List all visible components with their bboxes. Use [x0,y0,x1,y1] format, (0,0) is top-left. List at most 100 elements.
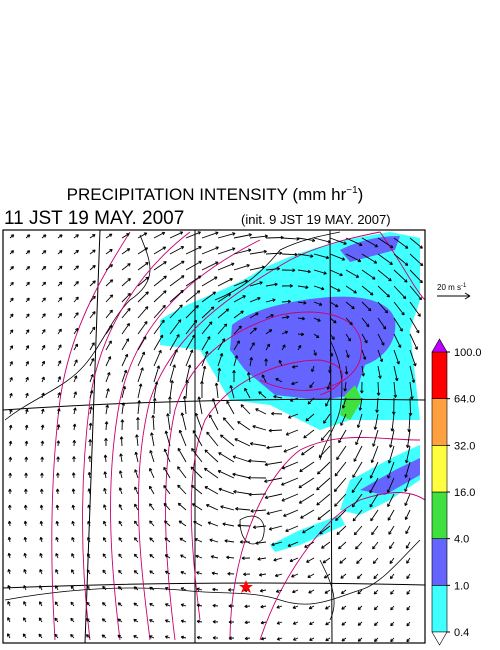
wind-arrow [121,369,128,383]
wind-arrow [329,269,343,277]
wind-arrow [152,397,157,415]
wind-arrow [244,387,251,399]
wind-scale-label: 20 m s-1 [437,283,467,292]
wind-arrow [201,365,207,383]
wind-arrow [328,365,332,374]
wind-arrow [265,314,274,319]
wind-arrow [311,365,315,373]
wind-arrow [244,636,251,641]
wind-arrow [55,536,59,543]
wind-arrow [185,231,202,239]
wind-arrow [163,466,171,479]
wind-arrow [25,392,29,399]
wind-arrow [153,261,167,271]
wind-arrow [352,461,363,478]
wind-arrow [326,381,331,390]
wind-arrow [134,520,139,527]
wind-arrow [220,434,235,447]
isobar [138,231,381,641]
wind-arrow [249,312,259,319]
wind-arrow [206,431,219,447]
wind-arrow [409,381,414,400]
wind-arrow [233,248,252,255]
wind-arrow [137,351,146,367]
wind-arrow [201,291,216,303]
wind-arrow [89,264,96,271]
wind-arrow [149,553,155,559]
wind-arrow [86,617,91,623]
wind-arrow [149,603,155,607]
wind-arrow [264,358,268,367]
wind-arrow [185,290,201,303]
wind-arrow [39,601,43,607]
wind-arrow [393,269,408,283]
wind-arrow [134,469,139,479]
wind-arrow [23,520,28,527]
wind-arrow [40,408,45,415]
wind-arrow [306,557,315,563]
wind-arrow [7,633,11,639]
colorbar-over [431,338,448,353]
wind-arrow [409,317,420,334]
wind-arrow [340,589,347,595]
wind-arrow [24,440,29,447]
wind-arrow [8,488,12,495]
wind-arrow [233,233,252,239]
wind-arrow [87,537,91,543]
wind-arrow [73,281,79,287]
wind-arrow [9,313,14,319]
wind-arrow [8,424,13,431]
wind-arrow [249,342,255,351]
wind-arrow [297,269,311,274]
wind-arrow [89,280,96,287]
wind-arrow [164,635,171,639]
wind-arrow [321,541,331,549]
wind-arrow [41,234,47,239]
wind-arrow [105,264,114,271]
wind-arrow [291,381,299,386]
wind-arrow [102,537,107,543]
wind-arrow [201,321,213,335]
wind-arrow [41,392,45,399]
wind-arrow [233,325,242,335]
wind-arrow [266,509,283,515]
wind-arrow [71,504,76,511]
wind-arrow [356,573,363,580]
wind-arrow [117,634,123,639]
colorbar-segment [431,491,448,539]
wind-arrow [201,261,219,271]
wind-arrow [297,301,307,305]
wind-arrow [361,333,368,344]
wind-arrow [316,461,331,475]
wind-arrow [222,522,235,527]
wind-arrow [25,345,30,351]
wind-arrow [8,440,13,447]
wind-arrow [200,380,204,399]
wind-arrow [228,588,235,592]
wind-arrow [137,232,148,239]
wind-arrow [358,397,363,411]
wind-arrow [72,439,77,447]
wind-arrow [149,467,155,479]
wind-arrow [244,620,251,625]
wind-scale-head [464,292,471,300]
wind-arrow [9,297,14,303]
wind-arrow [56,424,61,431]
wind-arrow [361,253,378,264]
wind-arrow [217,278,233,287]
wind-arrow [54,601,59,607]
wind-arrow [297,285,309,290]
wind-arrow [308,589,315,594]
wind-arrow [137,400,141,415]
wind-arrow [313,237,331,244]
wind-arrow [214,382,219,399]
wind-arrow [9,361,13,367]
wind-arrow [405,525,411,535]
wind-arrow [164,570,171,575]
wind-arrow [212,619,219,624]
wind-arrow [193,520,203,527]
wind-arrow [23,568,27,575]
wind-arrow [180,571,187,575]
